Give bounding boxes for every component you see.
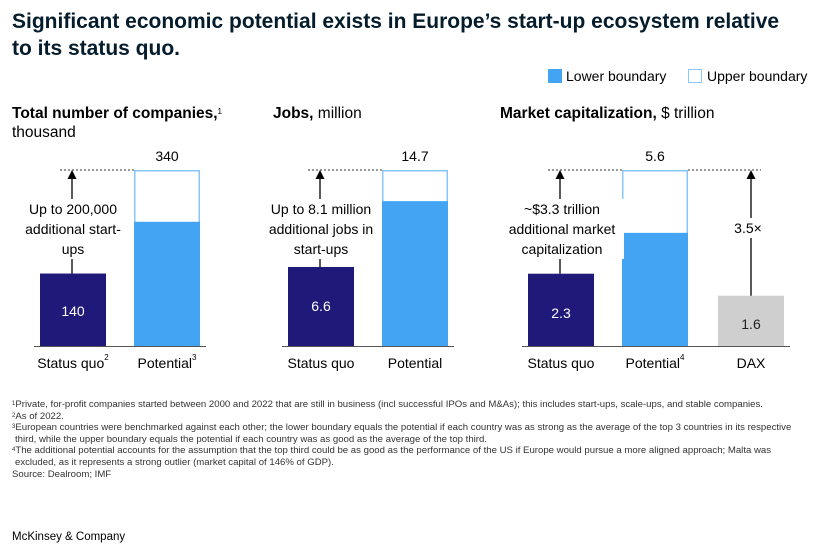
bar-status-quo: [288, 266, 354, 346]
footnote-text: European countries were benchmarked agai…: [15, 422, 792, 445]
footnote-2: 2As of 2022.: [12, 411, 812, 423]
arrow-head-icon: [67, 170, 77, 179]
arrow-head-icon: [315, 170, 325, 179]
annotation-market: ~$3.3 trillion additional market capital…: [500, 199, 624, 259]
panel-title-jobs-unit: million: [317, 105, 362, 122]
xlabel-sup: 2: [104, 353, 109, 362]
xlabel-market-dax: DAX: [736, 355, 766, 371]
footnote-sup: 3: [12, 424, 16, 431]
annotation-jobs: Up to 8.1 million additional jobs in sta…: [262, 199, 380, 259]
footnote-sup: 2: [12, 412, 16, 419]
xlabel-text: Status quo: [37, 355, 105, 371]
footnote-sup: 4: [12, 447, 16, 454]
annotation-companies: Up to 200,000 additional start-ups: [14, 199, 132, 259]
source-text: Source: Dealroom; IMF: [12, 468, 112, 480]
value-label-market-potential: 5.6: [645, 148, 665, 164]
xlabel-jobs-status-quo: Status quo: [287, 355, 355, 371]
chart-title: Significant economic potential exists in…: [12, 10, 780, 60]
bar-lower-boundary: [622, 232, 688, 346]
dax-arrow-head-icon: [746, 170, 756, 179]
value-label-market-dax: 1.6: [741, 316, 761, 332]
bar-status-quo: [40, 273, 106, 346]
panel-title-market-bold: Market capitalization,: [500, 105, 657, 122]
bar-lower-boundary: [382, 201, 448, 346]
footnote-text: The additional potential accounts for th…: [15, 445, 772, 468]
xlabel-jobs-potential: Potential: [387, 355, 443, 371]
annotation-dax-multiple: 3.5×: [728, 218, 768, 238]
legend-swatch-upper: [688, 69, 702, 83]
legend-swatch-lower: [548, 69, 562, 83]
footnote-sup: 1: [12, 401, 16, 407]
xlabel-text: Status quo: [527, 355, 595, 371]
footnotes: 1Private, for-profit companies started b…: [12, 399, 812, 480]
footnote-text: Private, for-profit companies started be…: [15, 399, 763, 410]
value-label-market-status-quo: 2.3: [551, 305, 571, 321]
legend-label-lower: Lower boundary: [566, 68, 667, 84]
footnote-3: 3European countries were benchmarked aga…: [12, 422, 812, 445]
footnote-4: 4The additional potential accounts for t…: [12, 445, 812, 468]
value-label-companies-status-quo: 140: [61, 303, 85, 319]
footnote-source: Source: Dealroom; IMF: [12, 469, 812, 481]
xlabel-sup: 3: [192, 353, 197, 362]
value-label-jobs-potential: 14.7: [401, 148, 429, 164]
xlabel-text: Potential: [625, 355, 681, 371]
bar-status-quo: [528, 273, 594, 346]
xlabel-market-status-quo: Status quo: [508, 355, 614, 371]
legend-label-upper: Upper boundary: [707, 68, 808, 84]
xlabel-companies-status-quo: Status quo2: [20, 353, 126, 371]
value-label-companies-potential: 340: [155, 148, 179, 164]
arrow-head-icon: [555, 170, 565, 179]
panel-title-jobs: Jobs, million: [273, 104, 473, 123]
panel-title-companies-sup: 1: [217, 107, 222, 116]
panel-title-companies: Total number of companies,1 thousand: [12, 104, 262, 142]
panel-title-market-unit: $ trillion: [661, 105, 715, 122]
bar-lower-boundary: [134, 221, 200, 346]
xlabel-market-potential: Potential4: [602, 353, 708, 371]
panel-title-market: Market capitalization, $ trillion: [500, 104, 800, 123]
brand-logo-text: McKinsey & Company: [12, 531, 126, 543]
footnote-1: 1Private, for-profit companies started b…: [12, 399, 812, 411]
value-label-jobs-status-quo: 6.6: [311, 298, 331, 314]
bar-dax: [718, 295, 784, 346]
panel-title-companies-bold: Total number of companies,: [12, 105, 218, 122]
panel-title-jobs-bold: Jobs,: [273, 105, 314, 122]
xlabel-text: Potential: [137, 355, 193, 371]
xlabel-sup: 4: [680, 353, 685, 362]
xlabel-companies-potential: Potential3: [114, 353, 220, 371]
panel-title-companies-unit: thousand: [12, 124, 76, 141]
footnote-text: As of 2022.: [15, 410, 64, 422]
